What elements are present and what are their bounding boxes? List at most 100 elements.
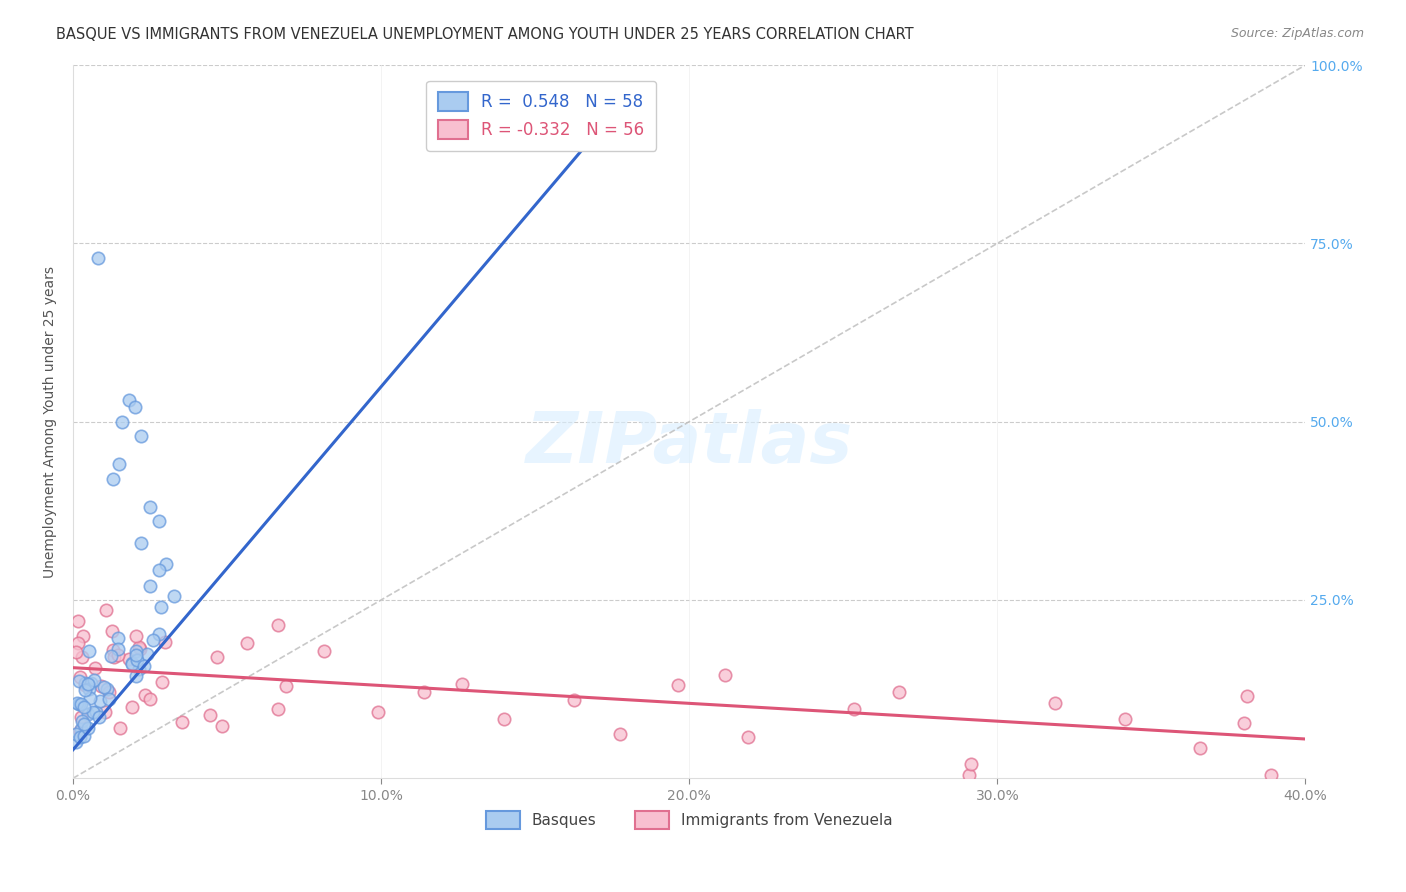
Point [77,706,100,721]
Point [148,563,170,577]
Point [562,692,585,706]
Point [107,641,129,656]
Point [155,558,177,572]
Point [125,669,148,683]
Point [129,429,152,443]
Point [79,691,101,706]
Point [129,536,152,550]
Point [89,710,111,724]
Point [1045,696,1067,710]
Point [124,401,146,415]
Point [72,714,94,728]
Point [117,393,139,408]
Point [666,678,689,692]
Point [67,673,90,688]
Point [107,648,129,662]
Point [108,721,131,735]
Point [70,710,93,724]
Point [170,714,193,729]
Point [96,681,118,696]
Point [887,685,910,699]
Point [198,708,221,723]
Point [73,678,96,692]
Point [77,677,100,691]
Point [128,640,150,655]
Point [1114,712,1136,726]
Point [609,727,631,741]
Point [93,680,115,694]
Point [139,500,162,515]
Point [70,723,93,737]
Point [67,636,90,650]
Point [73,676,96,690]
Point [77,644,100,658]
Point [69,723,91,738]
Point [72,650,94,665]
Point [90,679,112,693]
Point [125,629,148,643]
Point [69,670,91,684]
Point [1232,716,1254,731]
Point [77,681,100,696]
Point [1188,741,1211,756]
Point [73,729,96,743]
Point [93,706,115,720]
Point [211,719,233,733]
Point [83,673,105,687]
Point [960,756,983,771]
Point [1236,690,1258,704]
Point [67,697,90,711]
Point [125,653,148,667]
Point [73,683,96,698]
Point [89,693,111,707]
Point [80,676,103,690]
Point [69,730,91,744]
Text: Source: ZipAtlas.com: Source: ZipAtlas.com [1230,27,1364,40]
Point [65,696,87,710]
Point [125,648,148,662]
Point [163,589,186,603]
Point [72,629,94,643]
Point [367,705,389,719]
Point [737,730,759,744]
Point [83,661,105,675]
Point [139,579,162,593]
Point [150,674,173,689]
Point [73,699,96,714]
Point [1260,767,1282,781]
Point [70,698,93,712]
Point [139,691,162,706]
Point [142,632,165,647]
Point [153,634,176,648]
Point [125,644,148,658]
Y-axis label: Unemployment Among Youth under 25 years: Unemployment Among Youth under 25 years [44,266,58,578]
Point [65,727,87,741]
Point [97,685,120,699]
Point [108,458,131,472]
Point [129,642,152,657]
Point [118,652,141,666]
Point [100,624,122,639]
Point [128,662,150,676]
Point [205,650,228,665]
Legend: Basques, Immigrants from Venezuela: Basques, Immigrants from Venezuela [479,805,898,835]
Point [94,603,117,617]
Point [84,706,107,720]
Point [148,515,170,529]
Point [121,700,143,714]
Point [714,668,737,682]
Point [82,705,104,719]
Point [107,632,129,646]
Point [121,657,143,671]
Point [412,685,434,699]
Point [103,649,125,664]
Point [65,735,87,749]
Point [73,717,96,731]
Point [148,627,170,641]
Point [136,647,159,661]
Point [101,472,124,486]
Point [100,648,122,663]
Point [98,691,121,706]
Point [957,767,980,781]
Point [267,702,290,716]
